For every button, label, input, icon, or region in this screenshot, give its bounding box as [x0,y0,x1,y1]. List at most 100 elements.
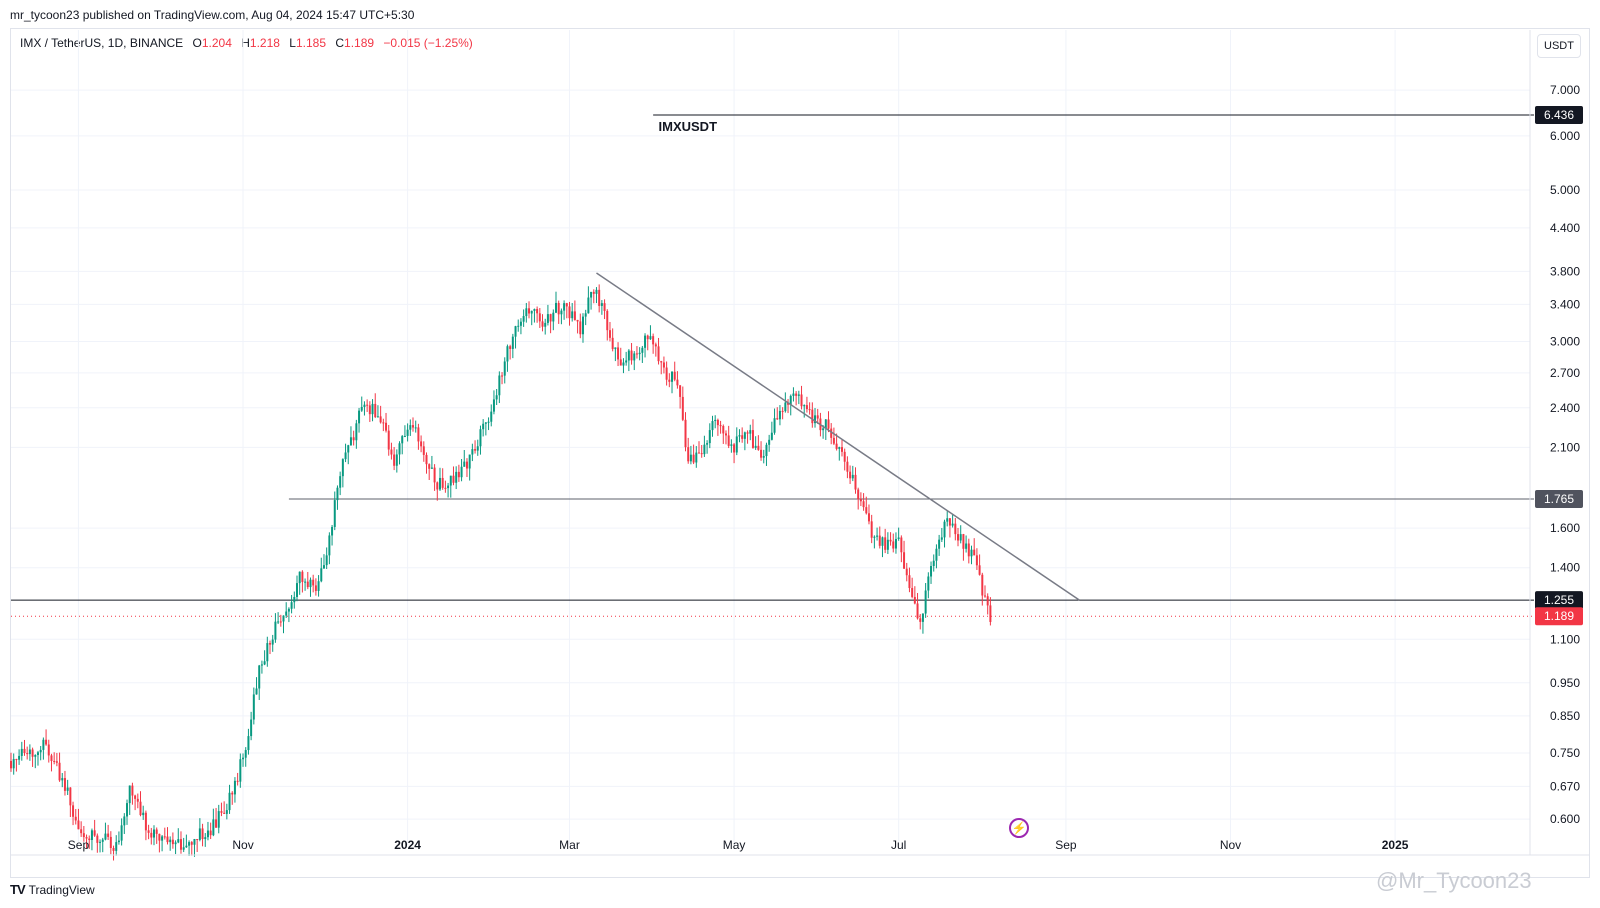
candle-body [298,571,301,584]
candle-body [277,621,280,623]
candle-body [549,314,552,322]
candle-body [571,311,574,319]
y-tick-label: 0.850 [1550,709,1580,723]
candle-body [676,379,679,386]
candle-body [112,848,115,851]
candle-body [865,507,868,514]
candle-body [930,566,933,577]
candle-body [368,405,371,415]
candle-body [924,590,927,614]
candle-body [649,336,652,340]
candle-body [85,837,88,839]
candle-body [876,535,879,537]
candle-body [557,302,560,315]
high-label: H [241,36,250,50]
candle-body [576,319,579,322]
candle-body [182,847,185,850]
candle-body [193,838,196,845]
candle-body [244,750,247,758]
candle-body [638,352,641,355]
lightning-icon[interactable]: ⚡ [1009,818,1029,838]
candle-body [36,752,39,755]
candle-body [188,842,191,846]
candle-body [179,839,182,850]
candle-body [905,568,908,576]
candle-body [959,534,962,541]
candle-body [155,829,158,834]
y-tick-label: 1.100 [1550,632,1580,646]
candle-body [250,719,253,737]
candle-body [768,439,771,445]
candle-body [581,316,584,335]
candle-body [282,615,285,622]
candle-body [363,404,366,407]
brand-name: TradingView [28,882,95,897]
candle-body [123,816,126,826]
candle-body [552,312,555,322]
candle-body [312,579,315,586]
candle-body [279,621,282,623]
candle-body [379,416,382,423]
x-tick-label: Jul [891,838,906,852]
candle-body [228,792,231,811]
candle-body [665,367,668,380]
candle-body [536,309,539,314]
candle-body [457,471,460,478]
candle-body [546,314,549,323]
candle-body [225,810,228,814]
legend-ohlc: IMX / TetherUS, 1D, BINANCE O1.204 H1.21… [20,36,473,50]
candle-body [309,579,312,588]
candle-body [657,346,660,362]
candle-body [857,489,860,500]
candle-body [223,812,226,814]
candle-body [519,321,522,326]
candle-body [600,303,603,306]
candle-body [595,289,598,294]
candle-body [341,459,344,477]
tradingview-brand[interactable]: TV TradingView [10,882,95,897]
candle-body [174,842,177,845]
y-tick-label: 0.950 [1550,676,1580,690]
candle-body [838,447,841,449]
candle-body [900,537,903,553]
candle-body [662,362,665,368]
candle-body [428,464,431,469]
candle-body [476,446,479,451]
candle-body [660,361,663,363]
candle-body [975,555,978,566]
candle-body [743,432,746,439]
candle-body [816,415,819,419]
candle-body [803,405,806,407]
candle-body [430,467,433,469]
candle-body [989,605,992,622]
candle-body [822,428,825,431]
candle-body [978,565,981,575]
candle-body [622,362,625,366]
candle-body [765,444,768,457]
candle-body [263,661,266,665]
candle-body [347,445,350,453]
candle-body [733,444,736,453]
candle-body [215,819,218,828]
candle-body [511,336,514,349]
candle-body [681,396,684,420]
candle-body [851,474,854,479]
candle-body [706,443,709,445]
y-tick-label: 1.600 [1550,521,1580,535]
candle-body [190,842,193,845]
candle-body [719,425,722,427]
candle-body [420,441,423,447]
symbol-label[interactable]: IMX / TetherUS, 1D, BINANCE [20,36,184,50]
candle-body [867,513,870,522]
candle-body [533,309,536,311]
candle-body [120,825,123,841]
candle-body [862,501,865,508]
currency-button[interactable]: USDT [1537,34,1581,58]
candle-body [209,830,212,836]
x-tick-label: May [723,838,746,852]
low-label: L [289,36,296,50]
candle-body [77,820,80,830]
y-tick-label: 0.600 [1550,812,1580,826]
candle-body [722,425,725,434]
